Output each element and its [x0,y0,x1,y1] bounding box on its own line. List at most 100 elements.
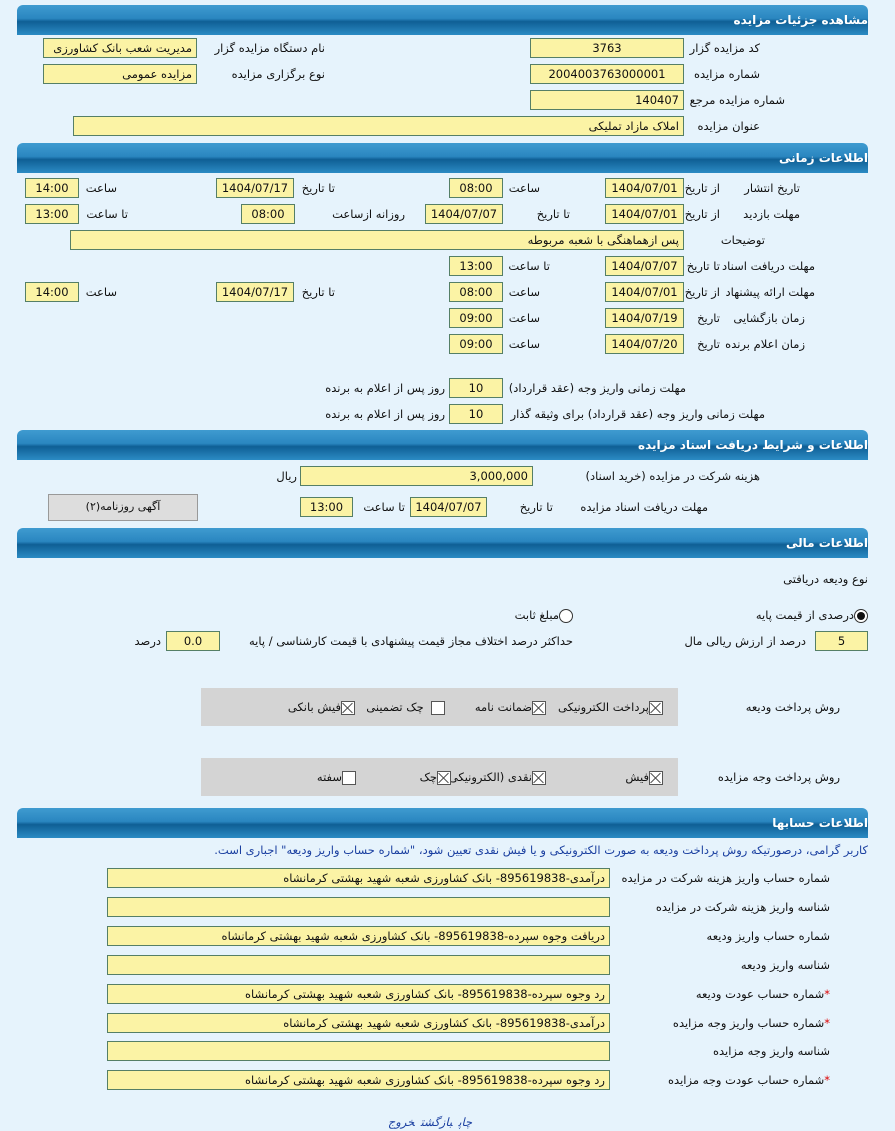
exit-link[interactable]: خروج [387,1115,415,1129]
print-link[interactable]: چاپ [458,1115,473,1129]
checkbox-checked-icon[interactable] [532,770,546,785]
docs-deadline-label: مهلت دریافت اسناد مزایده [580,500,708,514]
account-field[interactable]: دریافت وجوه سپرده-895619838- بانک کشاورز… [107,925,610,946]
collateral-deadline-label: مهلت زمانی واریز وجه (عقد قرارداد) برای … [510,407,765,421]
account-field[interactable] [107,954,610,975]
org-field[interactable]: مدیریت شعب بانک کشاورزی [43,38,197,58]
docs-deadline-date[interactable]: 1404/07/07 [605,256,684,276]
code-field[interactable]: 3763 [530,38,684,58]
newspaper-ad-button[interactable]: آگهی روزنامه(۲) [48,494,198,521]
option-label: چک تضمینی [366,700,424,714]
account-field[interactable] [107,896,610,917]
fee-field[interactable]: 3,000,000 [300,466,533,486]
visit-daily-from[interactable]: 08:00 [241,204,295,224]
deposit-methods-label: روش پرداخت ودیعه [745,700,840,714]
date-label: تاریخ [697,337,720,351]
percent-label: درصد از ارزش ریالی مال [684,634,806,648]
winner-date[interactable]: 1404/07/20 [605,334,684,354]
daily-from-label: روزانه ازساعت [332,207,405,221]
publish-to-time[interactable]: 14:00 [25,178,79,198]
opening-time[interactable]: 09:00 [449,308,503,328]
from-date-label: از تاریخ [684,207,720,221]
radio-unchecked-icon[interactable] [559,608,573,623]
account-field[interactable]: درآمدی-895619838- بانک کشاورزی شعبه شهید… [107,1012,610,1033]
publish-from-date[interactable]: 1404/07/01 [605,178,684,198]
deposit-method-0[interactable]: پرداخت الکترونیکی [558,700,663,715]
account-label: *شماره حساب واریز وجه مزایده [673,1015,830,1031]
publish-from-time[interactable]: 08:00 [449,178,503,198]
offer-label: مهلت ارائه پیشنهاد [725,285,815,299]
number-field[interactable]: 2004003763000001 [530,64,684,84]
visit-label: مهلت بازدید [743,207,800,221]
account-label: شناسه واریز ودیعه [741,957,830,973]
account-field[interactable]: درآمدی-895619838- بانک کشاورزی شعبه شهید… [107,868,610,888]
visit-to-time[interactable]: 13:00 [25,204,79,224]
visit-to-date[interactable]: 1404/07/07 [425,204,503,224]
footer-links: چاپ بازگشت خروج [0,1114,860,1130]
deposit-method-1[interactable]: ضمانت نامه [475,700,546,715]
payment-method-0[interactable]: فیش [625,770,663,785]
type-field[interactable]: مزایده عمومی [43,64,197,84]
radio-fixed[interactable]: مبلغ ثابت [515,607,573,623]
section-header-docs: اطلاعات و شرایط دریافت اسناد مزایده [17,430,868,460]
opening-date[interactable]: 1404/07/19 [605,308,684,328]
checkbox-checked-icon[interactable] [649,770,663,785]
offer-from-time[interactable]: 08:00 [449,282,503,302]
account-field[interactable] [107,1041,610,1062]
option-label: ضمانت نامه [474,700,532,714]
type-label: نوع برگزاری مزایده [231,67,325,81]
option-label: نقدی (الکترونیکی) [444,770,532,784]
radio-percent-label: درصدی از قیمت پایه [755,608,854,622]
checkbox-checked-icon[interactable] [649,700,663,715]
payment-method-3[interactable]: سفته [317,770,356,785]
docs-deadline-time[interactable]: 13:00 [449,256,503,276]
to-time-label: تا ساعت [86,207,128,221]
docs-deadline-label: مهلت دریافت اسناد [722,259,815,273]
checkbox-checked-icon[interactable] [532,700,546,715]
account-label-text: شماره حساب واریز وجه مزایده [672,1015,825,1030]
option-label: چک [419,770,437,784]
docs-deadline-date[interactable]: 1404/07/07 [410,497,487,517]
deposit-method-2[interactable]: چک تضمینی [366,700,445,715]
title-field[interactable]: املاک مازاد تملیکی [73,116,684,136]
visit-from-date[interactable]: 1404/07/01 [605,204,684,224]
payment-methods-group: فیش نقدی (الکترونیکی) چک سفته [201,758,678,796]
collateral-deadline-days[interactable]: 10 [449,404,503,424]
account-label: شناسه واریز وجه مزایده [713,1043,830,1059]
checkbox-unchecked-icon[interactable] [431,700,445,715]
time-label: ساعت [508,285,540,299]
payment-deadline-label: مهلت زمانی واریز وجه (عقد قرارداد) [508,381,686,395]
offer-to-time[interactable]: 14:00 [25,282,79,302]
checkbox-checked-icon[interactable] [341,700,355,715]
days-after-label: روز پس از اعلام به برنده [325,381,445,395]
required-marker: * [824,1015,830,1030]
notes-field[interactable]: پس ازهماهنگی با شعبه مربوطه [70,230,684,250]
account-field[interactable]: رد وجوه سپرده-895619838- بانک کشاورزی شع… [107,1070,610,1091]
deposit-method-3[interactable]: فیش بانکی [288,700,355,715]
checkbox-unchecked-icon[interactable] [342,770,356,785]
radio-percent[interactable]: درصدی از قیمت پایه [756,607,868,623]
payment-method-2[interactable]: چک [420,770,451,785]
winner-time[interactable]: 09:00 [449,334,503,354]
account-field[interactable]: رد وجوه سپرده-895619838- بانک کشاورزی شع… [107,983,610,1004]
number-label: شماره مزایده [694,67,760,81]
payment-deadline-days[interactable]: 10 [449,378,503,398]
payment-methods-label: روش پرداخت وجه مزایده [717,770,840,784]
required-marker: * [824,1073,830,1088]
back-link[interactable]: بازگشت [420,1115,453,1129]
ref-field[interactable]: 140407 [530,90,684,110]
publish-to-date[interactable]: 1404/07/17 [216,178,294,198]
account-label: *شماره حساب عودت ودیعه [696,986,830,1002]
account-label-text: شناسه واریز هزینه شرکت در مزایده [655,899,830,914]
checkbox-checked-icon[interactable] [437,770,451,785]
percent-field[interactable]: 5 [815,631,868,651]
payment-method-1[interactable]: نقدی (الکترونیکی) [444,770,546,785]
offer-from-date[interactable]: 1404/07/01 [605,282,684,302]
time-label: ساعت [508,181,540,195]
offer-to-date[interactable]: 1404/07/17 [216,282,294,302]
docs-deadline-time[interactable]: 13:00 [300,497,353,517]
radio-checked-icon[interactable] [854,608,868,623]
to-date-label: تا تاریخ [686,259,720,273]
max-diff-field[interactable]: 0.0 [166,631,220,651]
option-label: پرداخت الکترونیکی [558,700,649,714]
